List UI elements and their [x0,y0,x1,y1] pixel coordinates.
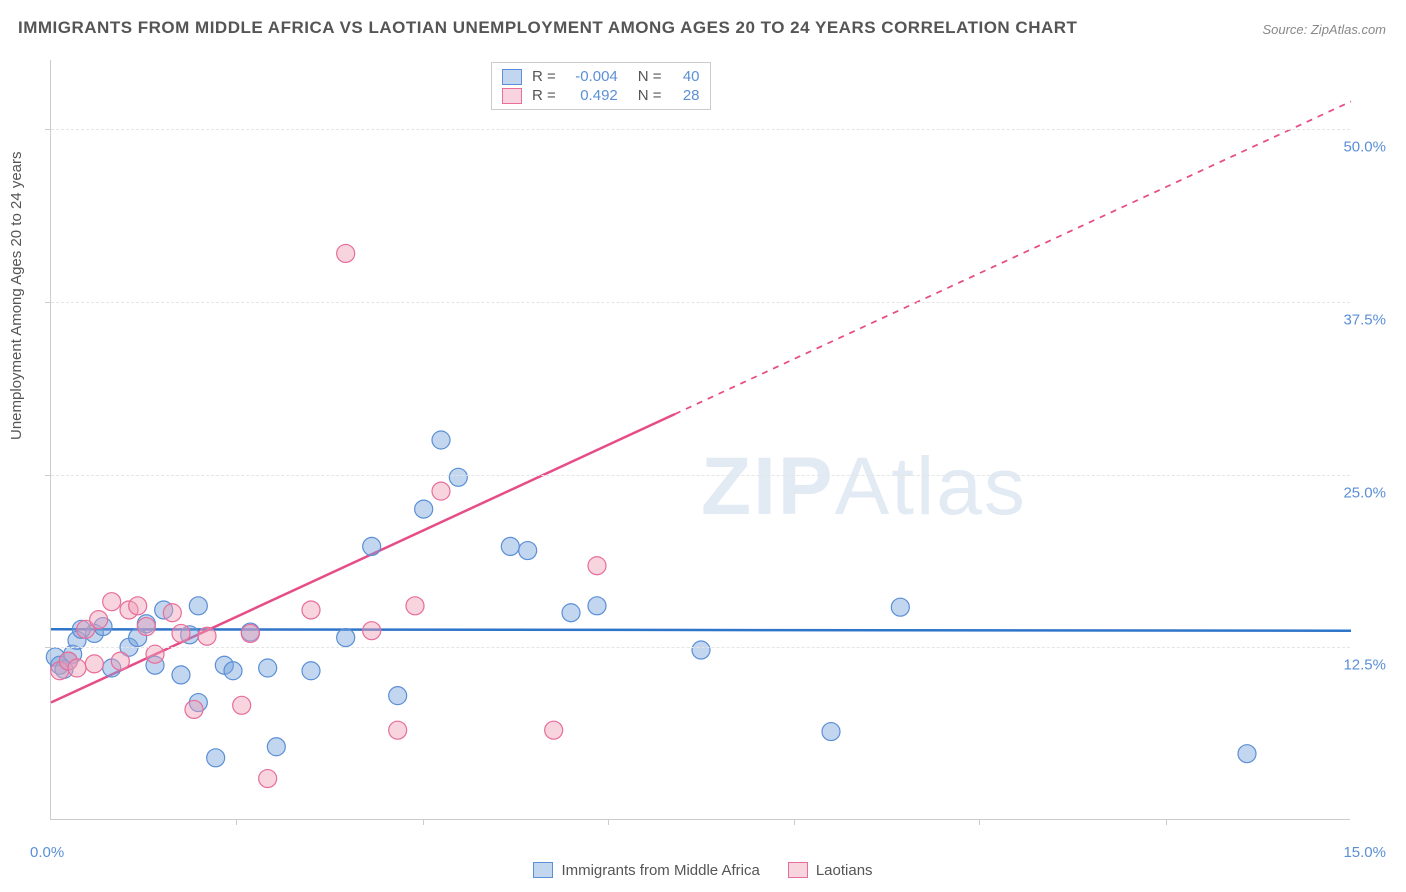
y-tick-label: 37.5% [1343,311,1386,328]
y-tick [45,647,51,648]
legend-swatch [533,862,553,878]
y-tick [45,129,51,130]
scatter-svg [51,60,1350,819]
legend-stats-box: R = -0.004 N = 40 R = 0.492 N = 28 [491,62,711,110]
legend-label: Immigrants from Middle Africa [561,862,759,879]
grid-line [51,475,1350,476]
legend-label: Laotians [816,862,873,879]
x-tick [608,819,609,825]
x-tick [979,819,980,825]
stat-r-value: -0.004 [566,68,618,85]
y-tick-label: 50.0% [1343,139,1386,156]
chart-title: IMMIGRANTS FROM MIDDLE AFRICA VS LAOTIAN… [18,18,1077,38]
grid-line [51,647,1350,648]
y-tick-label: 25.0% [1343,484,1386,501]
grid-line [51,129,1350,130]
legend-bottom: Immigrants from Middle Africa Laotians [0,858,1406,882]
x-tick [236,819,237,825]
x-tick [794,819,795,825]
source-attribution: Source: ZipAtlas.com [1262,22,1386,37]
legend-stats-row: R = 0.492 N = 28 [502,86,700,105]
plot-area: ZIPAtlas R =-0.004N =40R =0.492N =28 [50,60,1350,820]
y-tick-label: 12.5% [1343,657,1386,674]
legend-swatch [502,88,522,104]
grid-line [51,302,1350,303]
legend-stats-row: R = -0.004 N = 40 [502,67,700,86]
stat-r-value: 0.492 [566,87,618,104]
stat-r-label: R = [532,87,556,104]
legend-item: Immigrants from Middle Africa [533,862,759,879]
stat-n-value: 40 [672,68,700,85]
legend-swatch [788,862,808,878]
x-tick [1166,819,1167,825]
x-tick [423,819,424,825]
stat-n-label: N = [638,87,662,104]
legend-swatch [502,69,522,85]
stat-n-label: N = [638,68,662,85]
y-tick [45,475,51,476]
y-tick [45,302,51,303]
stat-r-label: R = [532,68,556,85]
stat-n-value: 28 [672,87,700,104]
legend-item: Laotians [788,862,873,879]
y-axis-label: Unemployment Among Ages 20 to 24 years [8,151,25,440]
